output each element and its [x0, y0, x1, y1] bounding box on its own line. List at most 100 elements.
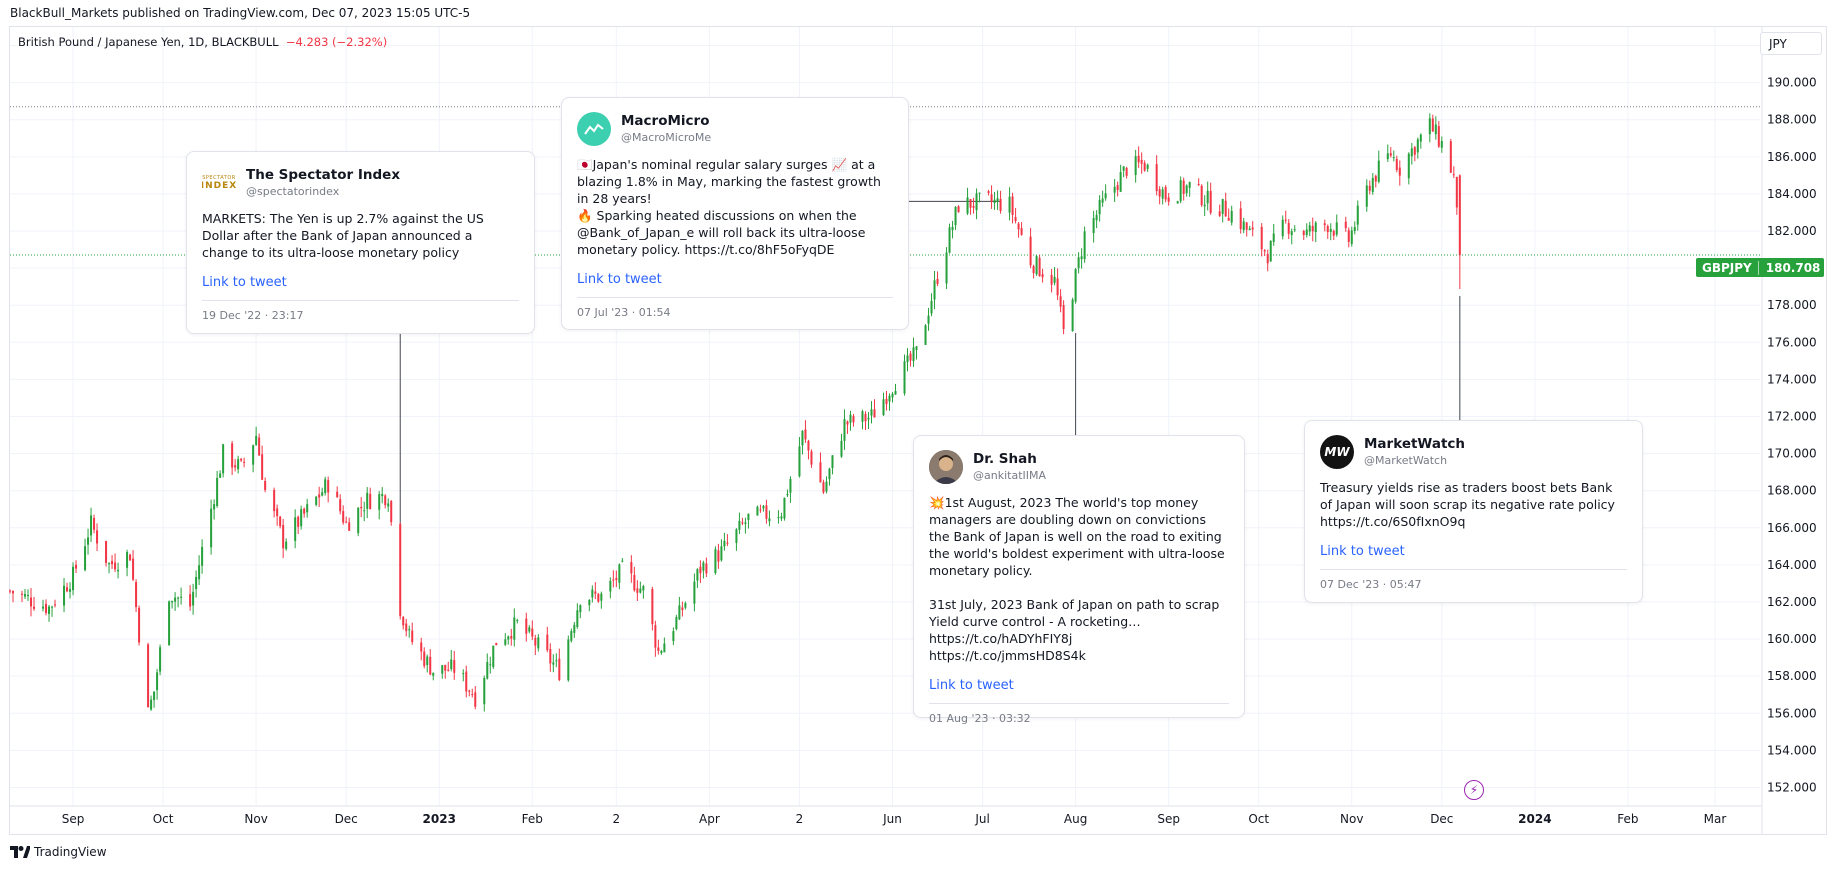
candle-body	[465, 671, 468, 692]
tradingview-logo[interactable]: TradingView	[10, 845, 107, 859]
candle-body	[594, 591, 597, 594]
publisher-line: BlackBull_Markets published on TradingVi…	[10, 6, 471, 20]
candle-body	[1155, 164, 1158, 192]
chart-frame[interactable]	[9, 26, 1827, 835]
candle-body	[33, 606, 36, 609]
candle-body	[192, 591, 195, 606]
tweet-card-marketwatch[interactable]: MW MarketWatch @MarketWatch Treasury yie…	[1304, 420, 1643, 603]
candle-body	[804, 429, 807, 440]
candle-body	[975, 193, 978, 211]
candle-body	[909, 353, 912, 361]
candle-body	[1209, 190, 1212, 213]
candle-body	[285, 541, 288, 550]
candle-body	[318, 494, 321, 498]
tweet-card-macromicro[interactable]: MacroMicro @MacroMicroMe 🇯🇵Japan's nomin…	[561, 97, 909, 330]
candle-body	[969, 199, 972, 208]
candle-body	[738, 520, 741, 530]
candle-body	[1293, 229, 1296, 231]
time-tick-label: Oct	[1248, 812, 1269, 826]
candle-body	[678, 605, 681, 620]
candle-body	[159, 647, 162, 672]
tweet-card-drshah[interactable]: Dr. Shah @ankitatIIMA 💥1st August, 2023 …	[913, 435, 1245, 725]
candle-body	[29, 597, 33, 607]
candle-body	[783, 497, 786, 519]
candle-body	[1335, 222, 1338, 235]
candle-body	[279, 516, 282, 527]
candle-body	[1188, 182, 1191, 188]
link-to-tweet[interactable]: Link to tweet	[577, 272, 662, 287]
candle-body	[1269, 240, 1272, 262]
link-to-tweet[interactable]: Link to tweet	[202, 275, 287, 290]
time-tick-label: Sep	[62, 812, 85, 826]
candle-body	[768, 518, 771, 522]
candle-body	[630, 561, 633, 574]
candle-body	[213, 504, 216, 510]
link-to-tweet[interactable]: Link to tweet	[929, 678, 1014, 693]
candle-body	[1077, 257, 1080, 269]
candle-body	[252, 445, 255, 465]
candle-body	[657, 647, 660, 651]
price-tick-label: 160.000	[1767, 632, 1817, 646]
candle-body	[684, 603, 687, 608]
candle-body	[1407, 153, 1410, 179]
currency-selector[interactable]: JPY	[1760, 32, 1822, 55]
candle-body	[1050, 274, 1053, 285]
time-tick-label: Feb	[522, 812, 543, 826]
candle-body	[1413, 147, 1416, 155]
candle-body	[696, 569, 699, 581]
candle-body	[504, 639, 507, 645]
price-tick-label: 176.000	[1767, 335, 1817, 349]
candle-body	[444, 664, 447, 671]
candle-body	[1377, 160, 1380, 182]
candle-body	[258, 437, 261, 456]
candle-body	[306, 504, 309, 513]
candle-body	[1062, 305, 1065, 329]
candle-body	[573, 624, 576, 633]
candle-body	[234, 465, 237, 468]
candle-body	[222, 444, 225, 474]
candle-body	[153, 691, 156, 701]
candle-body	[576, 610, 579, 627]
candle-body	[1113, 186, 1116, 193]
candle-body	[801, 430, 804, 446]
last-price-badge: GBPJPY 180.708	[1696, 258, 1824, 277]
candle-body	[264, 480, 267, 490]
divider	[577, 297, 893, 298]
candle-body	[1239, 208, 1242, 230]
candle-body	[1272, 233, 1275, 242]
price-tick-label: 168.000	[1767, 484, 1817, 498]
candle-body	[405, 623, 408, 632]
lightning-event-icon[interactable]: ⚡	[1464, 780, 1484, 800]
candle-body	[1368, 185, 1371, 191]
candle-body	[483, 678, 486, 705]
link-to-tweet[interactable]: Link to tweet	[1320, 544, 1405, 559]
candle-body	[315, 496, 318, 505]
price-tick-label: 188.000	[1767, 113, 1817, 127]
time-tick-label: Dec	[335, 812, 358, 826]
candle-body	[828, 468, 831, 480]
time-axis: Sep Oct Nov Dec 2023 Feb 2 Apr 2 Jun Jul Aug Sep Oct N…	[10, 805, 1762, 826]
tweet-author-handle: @ankitatIIMA	[973, 469, 1047, 482]
price-axis: 152.000 154.000 156.000 158.000 160.000 162.0…	[1761, 27, 1817, 834]
candle-body	[1029, 236, 1032, 266]
candle-body	[810, 451, 813, 465]
price-tick-label: 182.000	[1767, 224, 1817, 238]
candle-body	[621, 560, 624, 562]
candle-body	[840, 440, 843, 457]
candle-body	[930, 300, 933, 314]
candle-body	[1182, 180, 1185, 195]
symbol-change: −4.283 (−2.32%)	[285, 35, 388, 49]
symbol-legend[interactable]: British Pound / Japanese Yen, 1D, BLACKB…	[18, 35, 387, 49]
tweet-card-spectator[interactable]: SPECTATOR INDEX The Spectator Index @spe…	[186, 151, 535, 334]
candle-body	[933, 280, 936, 300]
candle-body	[90, 515, 93, 536]
candle-body	[426, 656, 429, 666]
candle-body	[420, 642, 423, 652]
price-tick-label: 164.000	[1767, 558, 1817, 572]
tweet-author-handle: @MacroMicroMe	[621, 131, 712, 144]
candle-body	[1119, 171, 1122, 192]
candle-body	[1125, 167, 1128, 176]
candle-body	[1164, 187, 1167, 200]
candle-body	[966, 197, 969, 214]
